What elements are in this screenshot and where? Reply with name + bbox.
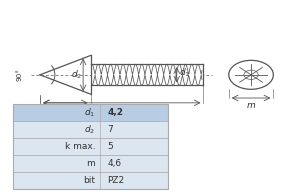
Text: 5: 5 [107, 142, 113, 151]
Text: 90°: 90° [16, 68, 22, 81]
FancyBboxPatch shape [13, 121, 168, 138]
Text: m: m [87, 159, 95, 168]
FancyBboxPatch shape [13, 138, 168, 155]
Text: $d_1$: $d_1$ [178, 67, 190, 79]
Text: $d_1$: $d_1$ [84, 106, 95, 119]
Text: 4,2: 4,2 [107, 108, 123, 117]
FancyBboxPatch shape [13, 104, 168, 121]
Text: m: m [247, 102, 255, 111]
Text: 4,6: 4,6 [107, 159, 122, 168]
Text: k: k [63, 106, 68, 115]
Text: PZ2: PZ2 [107, 176, 124, 185]
Text: $d_2$: $d_2$ [71, 69, 82, 81]
FancyBboxPatch shape [13, 155, 168, 172]
FancyBboxPatch shape [13, 172, 168, 189]
Polygon shape [91, 64, 203, 85]
Text: $d_2$: $d_2$ [84, 123, 95, 136]
Text: 7: 7 [107, 125, 113, 134]
Text: k max.: k max. [65, 142, 95, 151]
Text: bit: bit [83, 176, 95, 185]
Text: l: l [121, 106, 123, 115]
